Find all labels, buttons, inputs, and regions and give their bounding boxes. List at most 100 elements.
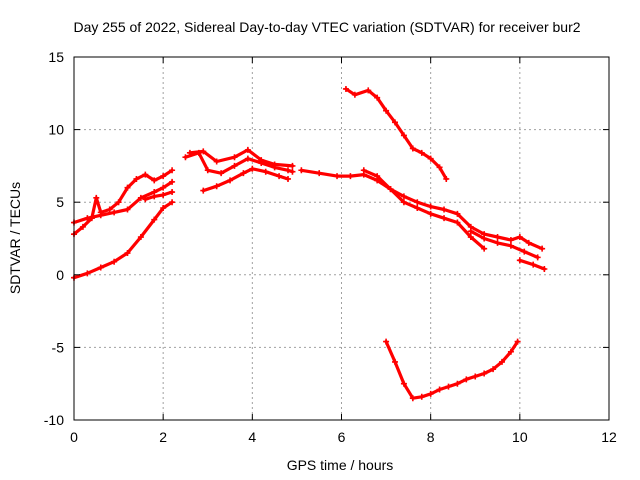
series-arc-afternoon-c — [467, 228, 541, 261]
data-point — [186, 149, 193, 156]
data-point — [454, 380, 461, 387]
series-arc-high-descent — [342, 85, 450, 182]
data-point — [414, 205, 421, 212]
data-point — [521, 248, 528, 255]
y-tick-label: 15 — [48, 49, 64, 65]
series-arc-negative — [383, 338, 521, 402]
series-line — [362, 168, 486, 251]
series-arc-mid-lower — [200, 165, 291, 194]
data-point — [124, 184, 131, 191]
data-point — [525, 239, 532, 246]
y-tick-label: 10 — [48, 122, 64, 138]
data-point — [387, 186, 394, 193]
data-point — [182, 154, 189, 161]
data-point — [342, 85, 349, 92]
series-arc-mid-upper — [186, 146, 296, 169]
data-point — [454, 210, 461, 217]
data-point — [249, 165, 256, 172]
series-arc-afternoon-b — [360, 167, 488, 252]
data-point — [490, 366, 497, 373]
series-arc-early-c — [142, 189, 176, 203]
data-point — [124, 206, 131, 213]
data-point — [383, 107, 390, 114]
data-point — [472, 373, 479, 380]
data-point — [347, 173, 354, 180]
data-point — [213, 183, 220, 190]
data-point — [445, 383, 452, 390]
series-line — [72, 200, 174, 280]
data-point — [160, 205, 167, 212]
data-point — [289, 162, 296, 169]
data-point — [494, 234, 501, 241]
data-point — [97, 212, 104, 219]
data-point — [400, 132, 407, 139]
data-point — [111, 209, 118, 216]
data-point — [169, 199, 176, 206]
y-tick-label: -10 — [44, 412, 64, 428]
data-point — [530, 261, 537, 268]
x-tick-label: 4 — [248, 429, 256, 445]
data-point — [298, 167, 305, 174]
data-point — [494, 239, 501, 246]
data-point — [436, 386, 443, 393]
series-line — [143, 190, 174, 201]
data-point — [467, 228, 474, 235]
data-point — [200, 187, 207, 194]
data-point — [93, 194, 100, 201]
y-tick-label: -5 — [52, 339, 65, 355]
data-point — [441, 206, 448, 213]
data-point — [258, 157, 265, 164]
data-point — [169, 178, 176, 185]
data-point — [200, 148, 207, 155]
data-point — [463, 376, 470, 383]
data-point — [507, 242, 514, 249]
data-point — [227, 177, 234, 184]
data-point — [499, 358, 505, 365]
data-point — [142, 171, 149, 178]
data-point — [151, 177, 158, 184]
axis-ticks: 0 2 4 6 8 10 12 -10 -5 0 5 10 15 — [44, 49, 617, 445]
data-point — [400, 199, 407, 206]
data-point — [409, 145, 416, 152]
data-point — [84, 215, 91, 222]
data-point — [137, 234, 144, 241]
series-arc-afternoon-d — [516, 257, 548, 272]
grid — [74, 57, 609, 420]
data-point — [97, 264, 104, 271]
data-point — [365, 87, 372, 94]
data-point — [160, 191, 167, 198]
series-line — [384, 340, 520, 400]
data-point — [514, 338, 521, 345]
data-point — [240, 170, 247, 177]
series-line — [72, 168, 174, 236]
y-tick-label: 5 — [56, 194, 64, 210]
data-point — [360, 167, 367, 174]
data-point — [262, 168, 269, 175]
data-point — [84, 270, 91, 277]
data-point — [244, 155, 251, 162]
data-point — [271, 161, 278, 168]
data-point — [351, 91, 358, 98]
x-tick-label: 12 — [601, 429, 617, 445]
x-axis-label: GPS time / hours — [287, 457, 394, 473]
data-point — [383, 338, 390, 345]
data-point — [534, 254, 541, 261]
series-line — [344, 87, 448, 181]
data-point — [231, 154, 238, 161]
data-point — [427, 155, 434, 162]
data-point — [334, 173, 341, 180]
data-point — [204, 167, 211, 174]
data-point — [285, 167, 291, 174]
data-point — [137, 194, 144, 201]
data-point — [443, 175, 450, 182]
data-point — [374, 173, 381, 180]
data-point — [427, 203, 434, 210]
x-tick-label: 8 — [427, 429, 435, 445]
data-point — [160, 173, 167, 180]
data-point — [160, 184, 167, 191]
data-point — [115, 199, 122, 206]
x-tick-label: 0 — [70, 429, 78, 445]
chart-title: Day 255 of 2022, Sidereal Day-to-day VTE… — [73, 19, 580, 35]
data-point — [427, 390, 434, 397]
